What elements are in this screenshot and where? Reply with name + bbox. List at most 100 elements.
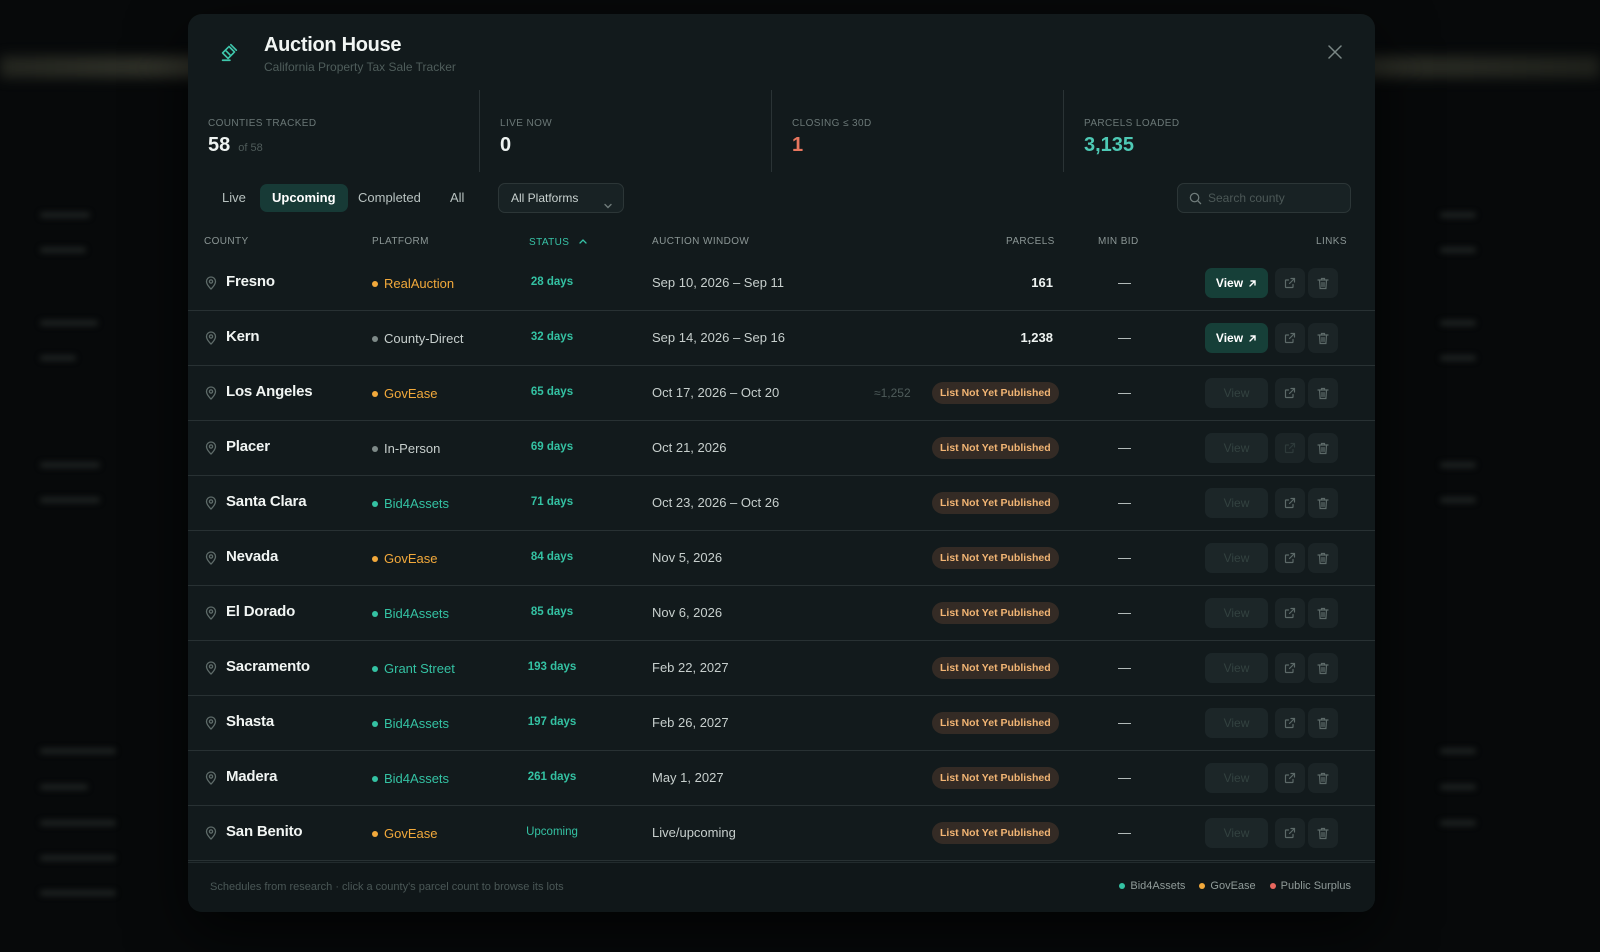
table-row[interactable]: El Dorado Bid4Assets 85 days Nov 6, 2026 Lis… <box>188 586 1375 641</box>
view-button[interactable]: View <box>1205 323 1268 353</box>
county-name[interactable]: Los Angeles <box>226 383 313 400</box>
view-button[interactable]: View <box>1205 708 1268 738</box>
parcel-estimate: ≈1,252 <box>874 386 911 400</box>
table-row[interactable]: Madera Bid4Assets 261 days May 1, 2027 List … <box>188 751 1375 806</box>
search-input[interactable] <box>1208 184 1344 212</box>
auction-window: May 1, 2027 <box>652 770 724 785</box>
trash-icon[interactable] <box>1308 433 1338 463</box>
trash-icon[interactable] <box>1308 598 1338 628</box>
platform-name: GovEase <box>384 826 438 841</box>
county-name[interactable]: Sacramento <box>226 658 310 675</box>
column-header-parcels[interactable]: PARCELS <box>1006 236 1055 247</box>
list-status-badge: List Not Yet Published <box>932 437 1059 459</box>
county-name[interactable]: Fresno <box>226 273 275 290</box>
min-bid: — <box>1118 770 1131 785</box>
external-link-icon[interactable] <box>1275 378 1305 408</box>
table-row[interactable]: Fresno RealAuction 28 days Sep 10, 2026 – S… <box>188 256 1375 311</box>
county-name[interactable]: Kern <box>226 328 260 345</box>
view-button[interactable]: View <box>1205 378 1268 408</box>
trash-icon[interactable] <box>1308 818 1338 848</box>
auction-window: Oct 23, 2026 – Oct 26 <box>652 495 780 510</box>
trash-icon[interactable] <box>1308 763 1338 793</box>
column-header-county[interactable]: COUNTY <box>204 236 249 247</box>
status-badge: 85 days <box>530 606 574 618</box>
table-row[interactable]: Los Angeles GovEase 65 days Oct 17, 2026 – … <box>188 366 1375 421</box>
close-icon[interactable] <box>1325 42 1345 62</box>
external-link-icon[interactable] <box>1275 323 1305 353</box>
view-button[interactable]: View <box>1205 268 1268 298</box>
map-pin-icon <box>205 386 217 405</box>
table-header: COUNTY PLATFORM STATUS AUCTION WINDOW PA… <box>188 230 1375 256</box>
tab-completed[interactable]: Completed <box>358 190 421 205</box>
stat-value: 3,135 <box>1084 134 1135 156</box>
parcel-count[interactable]: 1,238 <box>1020 330 1053 345</box>
status-badge: 65 days <box>530 386 574 398</box>
table-row[interactable]: Nevada GovEase 84 days Nov 5, 2026 List Not … <box>188 531 1375 586</box>
trash-icon[interactable] <box>1308 708 1338 738</box>
platform-name: RealAuction <box>384 276 455 291</box>
table-row[interactable]: Santa Clara Bid4Assets 71 days Oct 23, 2026… <box>188 476 1375 531</box>
external-link-icon[interactable] <box>1275 818 1305 848</box>
min-bid: — <box>1118 825 1131 840</box>
trash-icon[interactable] <box>1308 323 1338 353</box>
county-name[interactable]: Madera <box>226 768 278 785</box>
county-name[interactable]: Placer <box>226 438 270 455</box>
map-pin-icon <box>205 771 217 790</box>
external-link-icon[interactable] <box>1275 268 1305 298</box>
column-header-window[interactable]: AUCTION WINDOW <box>652 236 750 247</box>
table-row[interactable]: Sacramento Grant Street 193 days Feb 22, 20… <box>188 641 1375 696</box>
view-button[interactable]: View <box>1205 543 1268 573</box>
search-box[interactable] <box>1177 183 1351 213</box>
list-status-badge: List Not Yet Published <box>932 492 1059 514</box>
county-name[interactable]: Shasta <box>226 713 274 730</box>
stat-label: COUNTIES TRACKED <box>208 118 317 129</box>
view-button[interactable]: View <box>1205 763 1268 793</box>
view-button[interactable]: View <box>1205 433 1268 463</box>
view-button[interactable]: View <box>1205 488 1268 518</box>
tab-all[interactable]: All <box>450 190 465 205</box>
trash-icon[interactable] <box>1308 378 1338 408</box>
tab-upcoming[interactable]: Upcoming <box>260 184 348 212</box>
trash-icon[interactable] <box>1308 268 1338 298</box>
legend-label: Bid4Assets <box>1130 880 1186 892</box>
platform-filter-select[interactable]: All Platforms <box>498 183 624 213</box>
legend-label: Public Surplus <box>1280 880 1351 892</box>
external-link-icon[interactable] <box>1275 653 1305 683</box>
county-name[interactable]: El Dorado <box>226 603 296 620</box>
county-name[interactable]: Santa Clara <box>226 493 307 510</box>
min-bid: — <box>1118 495 1131 510</box>
sort-ascending-icon <box>578 236 587 247</box>
trash-icon[interactable] <box>1308 653 1338 683</box>
table-row[interactable]: Kern County-Direct 32 days Sep 14, 2026 – S… <box>188 311 1375 366</box>
external-link-icon[interactable] <box>1275 763 1305 793</box>
external-link-icon[interactable] <box>1275 433 1305 463</box>
column-header-platform[interactable]: PLATFORM <box>372 236 429 247</box>
column-header-min-bid[interactable]: MIN BID <box>1098 236 1139 247</box>
min-bid: — <box>1118 550 1131 565</box>
external-link-icon[interactable] <box>1275 708 1305 738</box>
view-button[interactable]: View <box>1205 653 1268 683</box>
view-button[interactable]: View <box>1205 598 1268 628</box>
map-pin-icon <box>205 496 217 515</box>
county-name[interactable]: Nevada <box>226 548 279 565</box>
external-link-icon[interactable] <box>1275 488 1305 518</box>
view-button[interactable]: View <box>1205 818 1268 848</box>
stat-card: LIVE NOW 0 <box>479 90 771 172</box>
table-row[interactable]: Shasta Bid4Assets 197 days Feb 26, 2027 List… <box>188 696 1375 751</box>
trash-icon[interactable] <box>1308 488 1338 518</box>
external-link-icon[interactable] <box>1275 543 1305 573</box>
stat-value-row: 0 <box>500 134 771 157</box>
legend-item: Public Surplus <box>1269 880 1351 892</box>
footer-note: Schedules from research · click a county… <box>210 881 564 893</box>
parcel-count[interactable]: 161 <box>1031 275 1053 290</box>
table-row[interactable]: San Benito GovEase Upcoming Live/upcoming Li… <box>188 806 1375 861</box>
table-row[interactable]: Placer In-Person 69 days Oct 21, 2026 List N… <box>188 421 1375 476</box>
view-button-label: View <box>1215 331 1244 345</box>
county-name[interactable]: San Benito <box>226 823 303 840</box>
arrow-up-right-icon <box>1248 334 1257 343</box>
trash-icon[interactable] <box>1308 543 1338 573</box>
column-header-status[interactable]: STATUS <box>529 236 587 248</box>
external-link-icon[interactable] <box>1275 598 1305 628</box>
tab-live[interactable]: Live <box>222 190 246 205</box>
stat-value: 0 <box>500 134 512 156</box>
